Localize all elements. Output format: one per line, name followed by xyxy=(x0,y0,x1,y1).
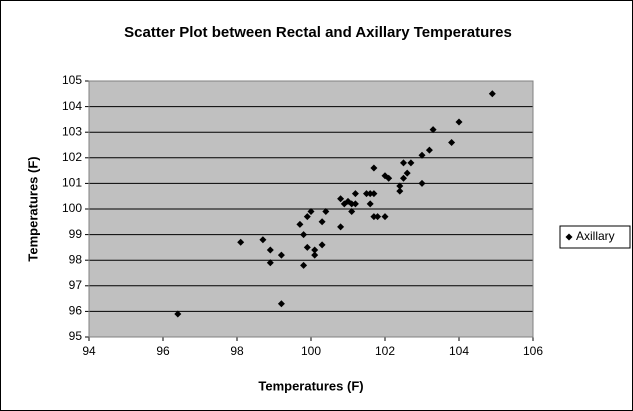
point xyxy=(363,190,370,198)
y-tick-label: 105 xyxy=(62,73,82,87)
y-axis-label: Temperatures (F) xyxy=(25,156,40,261)
x-tick-label: 104 xyxy=(449,344,469,358)
chart-title: Scatter Plot between Rectal and Axillary… xyxy=(124,24,512,41)
point xyxy=(337,223,345,231)
point xyxy=(311,251,319,259)
x-tick-label: 96 xyxy=(156,344,170,358)
point xyxy=(307,208,315,216)
point xyxy=(396,182,404,190)
x-tick-label: 106 xyxy=(523,344,543,358)
point xyxy=(266,259,274,267)
legend-label: Axillary xyxy=(576,229,615,243)
x-tick-label: 94 xyxy=(82,344,96,358)
point xyxy=(400,159,407,167)
y-tick-label: 99 xyxy=(69,227,83,241)
plot-frame xyxy=(88,80,534,338)
point xyxy=(381,213,389,221)
x-axis-label: Temperatures (F) xyxy=(258,378,363,393)
point xyxy=(407,159,415,167)
point xyxy=(396,187,404,195)
point xyxy=(277,300,285,308)
point xyxy=(455,118,463,126)
y-tick-label: 97 xyxy=(69,278,83,292)
point xyxy=(370,213,378,221)
point xyxy=(374,213,382,221)
point xyxy=(266,246,274,254)
point xyxy=(303,213,311,221)
point xyxy=(318,241,326,249)
point xyxy=(237,238,245,246)
point xyxy=(370,164,378,172)
y-tick-label: 100 xyxy=(62,201,82,215)
legend-marker xyxy=(565,233,573,241)
point xyxy=(174,310,182,318)
x-tick-label: 98 xyxy=(230,344,244,358)
point xyxy=(300,261,308,269)
point xyxy=(351,190,359,198)
legend-box xyxy=(559,225,631,249)
point xyxy=(429,126,437,134)
point xyxy=(448,138,456,146)
y-tick-label: 102 xyxy=(62,150,82,164)
point xyxy=(303,243,311,251)
point xyxy=(488,90,496,98)
point xyxy=(385,174,393,182)
y-tick-label: 98 xyxy=(69,252,83,266)
point xyxy=(296,220,304,228)
point xyxy=(351,200,359,208)
point xyxy=(348,208,356,216)
y-tick-label: 103 xyxy=(62,124,82,138)
x-tick-label: 102 xyxy=(375,344,395,358)
point xyxy=(277,251,285,259)
point xyxy=(425,146,433,154)
point xyxy=(318,218,326,226)
y-tick-label: 104 xyxy=(62,99,82,113)
point xyxy=(348,200,356,208)
point xyxy=(366,190,374,198)
point xyxy=(366,200,374,208)
point xyxy=(370,190,378,198)
y-tick-label: 96 xyxy=(69,304,83,318)
x-tick-label: 100 xyxy=(301,344,321,358)
point xyxy=(259,236,267,244)
y-tick-label: 101 xyxy=(62,176,82,190)
point xyxy=(403,169,411,177)
point xyxy=(311,246,319,254)
point xyxy=(300,231,308,239)
y-tick-label: 95 xyxy=(69,329,83,343)
point xyxy=(418,151,426,159)
point xyxy=(337,195,345,203)
point xyxy=(322,208,330,216)
point xyxy=(418,179,426,187)
point xyxy=(400,174,407,182)
